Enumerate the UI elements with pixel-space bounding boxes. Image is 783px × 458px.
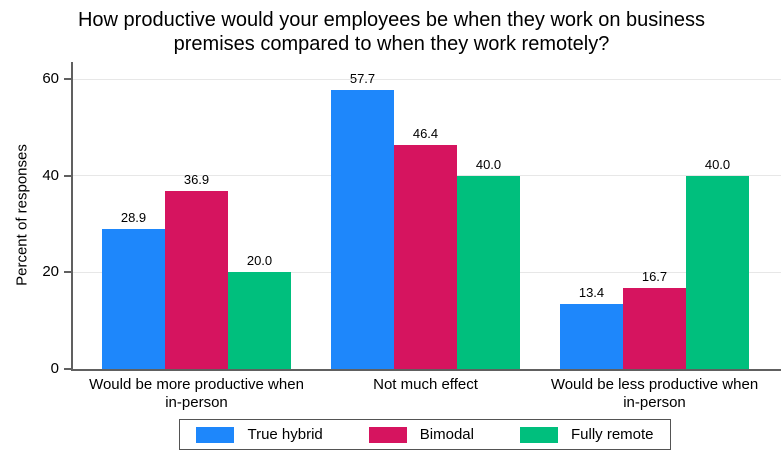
y-tick-mark-0 — [64, 368, 71, 370]
bar-fully-remote: 20.0 — [228, 253, 291, 369]
bar-fully-remote: 40.0 — [686, 157, 749, 369]
x-category-label-1: Would be more productive when in-person — [89, 376, 304, 411]
legend-item-true-hybrid: True hybrid — [196, 426, 323, 443]
y-tick-label-0: 0 — [50, 360, 59, 377]
gridline-60 — [73, 78, 781, 80]
bar-bimodal: 16.7 — [623, 269, 686, 369]
bar-value-label: 46.4 — [412, 125, 439, 141]
x-category-label-3: Would be less productive when in-person — [550, 376, 759, 411]
y-tick-mark-20 — [64, 271, 71, 274]
bar-group-3: 13.4 16.7 40.0 — [560, 157, 749, 369]
bar-value-label: 36.9 — [183, 171, 210, 187]
bar-group-2: 57.7 46.4 40.0 — [331, 71, 520, 369]
bar-bimodal: 46.4 — [394, 126, 457, 369]
y-tick-mark-40 — [64, 174, 71, 177]
bar-fully-remote: 40.0 — [457, 157, 520, 369]
bar-value-label: 57.7 — [349, 71, 376, 87]
legend-item-fully-remote: Fully remote — [519, 426, 654, 443]
bar-group-1: 28.9 36.9 20.0 — [102, 172, 291, 369]
bar-value-label: 40.0 — [704, 156, 731, 172]
legend-box: True hybrid Bimodal Fully remote — [179, 419, 671, 450]
y-tick-label-20: 20 — [42, 263, 59, 281]
legend: True hybrid Bimodal Fully remote — [71, 419, 779, 450]
bar-bimodal: 36.9 — [165, 172, 228, 369]
legend-swatch — [519, 426, 558, 443]
bar-value-label: 20.0 — [246, 253, 273, 269]
x-category-label-2: Not much effect — [373, 376, 478, 393]
legend-label: True hybrid — [247, 426, 323, 443]
plot-area: 0 20 40 60 28.9 36.9 20.0 57.7 46.4 40.0 13.4 16.7 4… — [42, 62, 781, 376]
legend-item-bimodal: Bimodal — [368, 426, 474, 443]
legend-swatch — [368, 426, 407, 443]
bar-true-hybrid: 57.7 — [331, 71, 394, 369]
y-tick-label-40: 40 — [42, 166, 59, 184]
bar-value-label: 13.4 — [578, 285, 605, 301]
bar-value-label: 40.0 — [475, 156, 502, 172]
bar-true-hybrid: 28.9 — [102, 210, 165, 369]
bar-value-label: 28.9 — [120, 210, 147, 226]
bar-true-hybrid: 13.4 — [560, 285, 623, 369]
y-tick-mark-60 — [64, 78, 71, 81]
legend-label: Fully remote — [570, 426, 654, 443]
chart-title: How productive would your employees be w… — [77, 9, 705, 55]
y-tick-label-60: 60 — [42, 70, 59, 88]
bar-value-label: 16.7 — [641, 269, 668, 285]
legend-swatch — [196, 426, 235, 443]
legend-label: Bimodal — [419, 426, 474, 443]
